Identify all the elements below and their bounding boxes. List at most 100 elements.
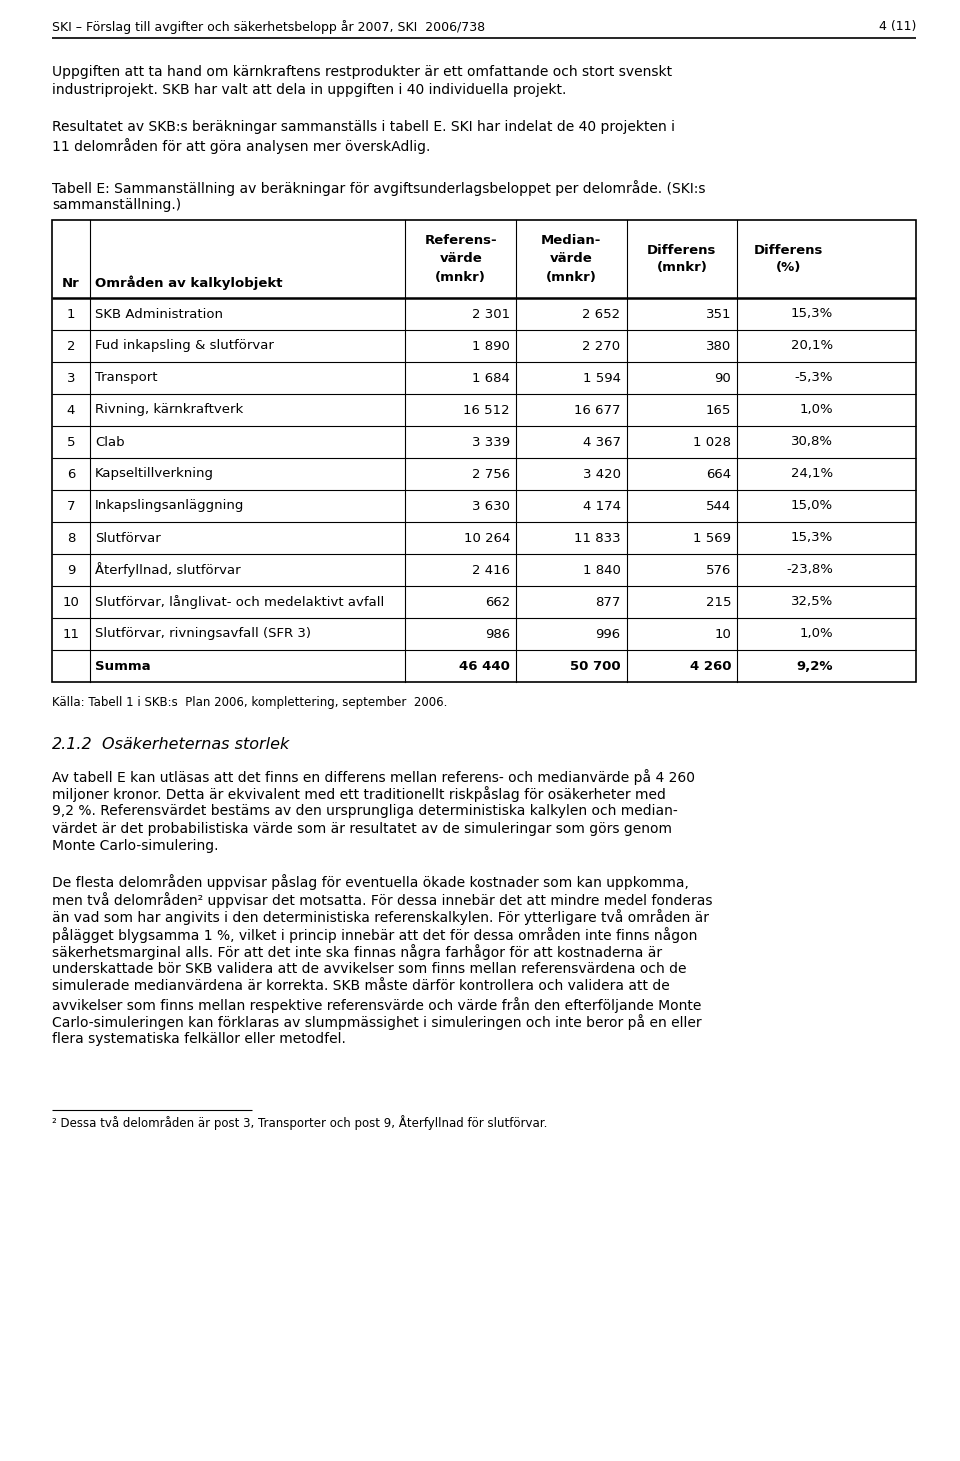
Text: 46 440: 46 440 (459, 659, 510, 672)
Text: pålägget blygsamma 1 %, vilket i princip innebär att det för dessa områden inte : pålägget blygsamma 1 %, vilket i princip… (52, 926, 697, 942)
Text: 20,1%: 20,1% (791, 339, 833, 352)
Text: men två delområden² uppvisar det motsatta. För dessa innebär det att mindre mede: men två delområden² uppvisar det motsatt… (52, 893, 712, 907)
Text: 3 420: 3 420 (583, 468, 620, 481)
Text: SKB Administration: SKB Administration (95, 307, 223, 320)
Text: Inkapslingsanläggning: Inkapslingsanläggning (95, 500, 245, 513)
Text: 9,2%: 9,2% (797, 659, 833, 672)
Text: De flesta delområden uppvisar påslag för eventuella ökade kostnader som kan uppk: De flesta delområden uppvisar påslag för… (52, 875, 689, 890)
Text: 11: 11 (62, 628, 80, 640)
Text: Rivning, kärnkraftverk: Rivning, kärnkraftverk (95, 403, 243, 416)
Text: 50 700: 50 700 (570, 659, 620, 672)
Text: 15,0%: 15,0% (791, 500, 833, 513)
Text: än vad som har angivits i den deterministiska referenskalkylen. För ytterligare : än vad som har angivits i den determinis… (52, 910, 709, 925)
Text: 4 260: 4 260 (689, 659, 732, 672)
Text: 1 840: 1 840 (583, 564, 620, 577)
Text: 15,3%: 15,3% (791, 307, 833, 320)
Text: 8: 8 (67, 532, 75, 545)
Text: 2: 2 (67, 339, 75, 352)
Text: 380: 380 (706, 339, 732, 352)
Text: Återfyllnad, slutförvar: Återfyllnad, slutförvar (95, 562, 241, 577)
Text: industriprojekt. SKB har valt att dela in uppgiften i 40 individuella projekt.: industriprojekt. SKB har valt att dela i… (52, 83, 566, 96)
Text: sammanställning.): sammanställning.) (52, 199, 181, 212)
Text: underskattade bör SKB validera att de avvikelser som finns mellan referensvärden: underskattade bör SKB validera att de av… (52, 961, 686, 976)
Text: Transport: Transport (95, 371, 157, 384)
Text: Carlo-simuleringen kan förklaras av slumpmässighet i simuleringen och inte beror: Carlo-simuleringen kan förklaras av slum… (52, 1014, 702, 1030)
Text: 3 339: 3 339 (472, 435, 510, 449)
Text: 6: 6 (67, 468, 75, 481)
Text: 165: 165 (706, 403, 732, 416)
Text: 5: 5 (67, 435, 75, 449)
Text: Summa: Summa (95, 659, 151, 672)
Text: 4: 4 (67, 403, 75, 416)
Text: 3: 3 (67, 371, 75, 384)
Text: 1 028: 1 028 (693, 435, 732, 449)
Text: avvikelser som finns mellan respektive referensvärde och värde från den efterföl: avvikelser som finns mellan respektive r… (52, 996, 702, 1012)
Text: 1,0%: 1,0% (800, 403, 833, 416)
Text: 351: 351 (706, 307, 732, 320)
Text: 996: 996 (595, 628, 620, 640)
Text: 1 569: 1 569 (693, 532, 732, 545)
Text: 15,3%: 15,3% (791, 532, 833, 545)
Text: 24,1%: 24,1% (791, 468, 833, 481)
Text: 11 delområden för att göra analysen mer överskAdlig.: 11 delområden för att göra analysen mer … (52, 137, 430, 153)
Text: 1 594: 1 594 (583, 371, 620, 384)
Text: 2 416: 2 416 (472, 564, 510, 577)
Bar (52, 221, 916, 682)
Text: 2 301: 2 301 (472, 307, 510, 320)
Text: Slutförvar, rivningsavfall (SFR 3): Slutförvar, rivningsavfall (SFR 3) (95, 628, 311, 640)
Text: 877: 877 (595, 596, 620, 608)
Text: 2 756: 2 756 (472, 468, 510, 481)
Text: Differens
(%): Differens (%) (754, 244, 823, 275)
Text: 90: 90 (714, 371, 732, 384)
Text: Tabell E: Sammanställning av beräkningar för avgiftsunderlagsbeloppet per delomr: Tabell E: Sammanställning av beräkningar… (52, 180, 706, 196)
Text: 11 833: 11 833 (574, 532, 620, 545)
Text: 7: 7 (67, 500, 75, 513)
Text: 3 630: 3 630 (472, 500, 510, 513)
Text: Referens-
värde
(mnkr): Referens- värde (mnkr) (424, 235, 497, 283)
Text: Resultatet av SKB:s beräkningar sammanställs i tabell E. SKI har indelat de 40 p: Resultatet av SKB:s beräkningar sammanst… (52, 120, 675, 134)
Text: 10: 10 (714, 628, 732, 640)
Text: miljoner kronor. Detta är ekvivalent med ett traditionellt riskpåslag för osäker: miljoner kronor. Detta är ekvivalent med… (52, 786, 666, 802)
Text: 2 652: 2 652 (583, 307, 620, 320)
Text: Nr: Nr (62, 278, 80, 289)
Text: simulerade medianvärdena är korrekta. SKB måste därför kontrollera och validera : simulerade medianvärdena är korrekta. SK… (52, 979, 670, 993)
Text: 1 684: 1 684 (472, 371, 510, 384)
Text: värdet är det probabilistiska värde som är resultatet av de simuleringar som gör: värdet är det probabilistiska värde som … (52, 821, 672, 836)
Text: 4 367: 4 367 (583, 435, 620, 449)
Text: 1,0%: 1,0% (800, 628, 833, 640)
Text: -5,3%: -5,3% (795, 371, 833, 384)
Text: Osäkerheternas storlek: Osäkerheternas storlek (102, 736, 289, 752)
Text: -23,8%: -23,8% (786, 564, 833, 577)
Text: 9: 9 (67, 564, 75, 577)
Text: 2 270: 2 270 (583, 339, 620, 352)
Text: 1 890: 1 890 (472, 339, 510, 352)
Text: Kapseltillverkning: Kapseltillverkning (95, 468, 214, 481)
Text: 32,5%: 32,5% (791, 596, 833, 608)
Text: 4 174: 4 174 (583, 500, 620, 513)
Text: 16 677: 16 677 (574, 403, 620, 416)
Text: 16 512: 16 512 (464, 403, 510, 416)
Text: Monte Carlo-simulering.: Monte Carlo-simulering. (52, 839, 219, 853)
Text: 664: 664 (706, 468, 732, 481)
Text: Slutförvar: Slutförvar (95, 532, 160, 545)
Text: 10: 10 (62, 596, 80, 608)
Text: ² Dessa två delområden är post 3, Transporter och post 9, Återfyllnad för slutfö: ² Dessa två delområden är post 3, Transp… (52, 1116, 547, 1131)
Text: 215: 215 (706, 596, 732, 608)
Text: 576: 576 (706, 564, 732, 577)
Text: Differens
(mnkr): Differens (mnkr) (647, 244, 716, 275)
Text: Källa: Tabell 1 i SKB:s  Plan 2006, komplettering, september  2006.: Källa: Tabell 1 i SKB:s Plan 2006, kompl… (52, 695, 447, 709)
Text: 544: 544 (706, 500, 732, 513)
Text: 986: 986 (485, 628, 510, 640)
Text: 30,8%: 30,8% (791, 435, 833, 449)
Text: Slutförvar, långlivat- och medelaktivt avfall: Slutförvar, långlivat- och medelaktivt a… (95, 595, 384, 609)
Text: 2.1.2: 2.1.2 (52, 736, 92, 752)
Text: 10 264: 10 264 (464, 532, 510, 545)
Text: 662: 662 (485, 596, 510, 608)
Text: Områden av kalkylobjekt: Områden av kalkylobjekt (95, 276, 282, 289)
Text: Clab: Clab (95, 435, 125, 449)
Text: SKI – Förslag till avgifter och säkerhetsbelopp år 2007, SKI  2006/738: SKI – Förslag till avgifter och säkerhet… (52, 20, 485, 34)
Text: 4 (11): 4 (11) (878, 20, 916, 34)
Text: flera systematiska felkällor eller metodfel.: flera systematiska felkällor eller metod… (52, 1031, 346, 1046)
Text: säkerhetsmarginal alls. För att det inte ska finnas några farhågor för att kostn: säkerhetsmarginal alls. För att det inte… (52, 944, 662, 960)
Text: Fud inkapsling & slutförvar: Fud inkapsling & slutförvar (95, 339, 274, 352)
